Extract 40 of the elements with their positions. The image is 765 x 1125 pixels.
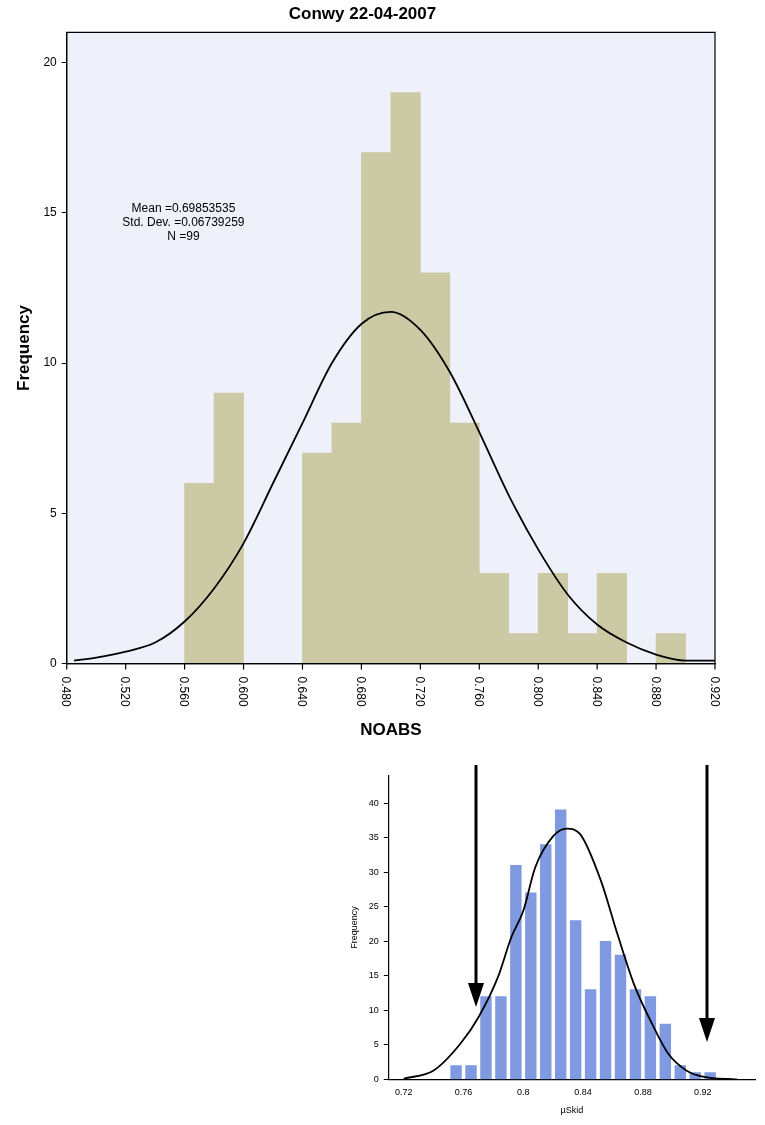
x-tick-label: 0.600 [236, 676, 251, 707]
y-axis-title: Frequency [13, 304, 33, 391]
annotation: Std. Dev. =0.06739259 [122, 215, 245, 230]
y-tick-label: 10 [43, 355, 58, 370]
y-tick-label: 20 [43, 54, 58, 69]
x-axis-title: µSkid [560, 1105, 584, 1116]
y-tick-label: 25 [368, 901, 379, 912]
x-tick-label: 0.640 [294, 676, 309, 707]
annotation: N =99 [167, 229, 200, 244]
y-tick-label: 15 [43, 205, 58, 220]
y-tick-label: 10 [368, 1004, 379, 1015]
y-tick-label: 30 [368, 866, 379, 877]
x-tick-label: 0.84 [574, 1087, 592, 1098]
x-tick-label: 0.72 [394, 1087, 413, 1098]
x-tick-label: 0.840 [589, 676, 604, 707]
y-axis-title: Frequency [348, 905, 359, 949]
x-tick-label: 0.760 [471, 676, 486, 707]
x-tick-label: 0.920 [707, 676, 722, 707]
y-tick-label: 5 [50, 505, 58, 520]
y-tick-label: 5 [373, 1039, 379, 1050]
x-tick-label: 0.88 [634, 1087, 652, 1098]
x-tick-label: 0.480 [59, 676, 74, 707]
y-tick-label: 15 [368, 970, 379, 981]
x-tick-label: 0.800 [530, 676, 545, 707]
y-tick-label: 0 [373, 1073, 379, 1084]
x-tick-label: 0.76 [454, 1087, 473, 1098]
x-tick-label: 0.880 [648, 676, 663, 707]
x-tick-label: 0.560 [177, 676, 192, 707]
y-tick-label: 20 [368, 935, 379, 946]
x-tick-label: 0.720 [412, 676, 427, 707]
x-tick-label: 0.520 [118, 676, 133, 707]
x-tick-label: 0.92 [693, 1087, 712, 1098]
x-axis-title: NOABS [360, 720, 422, 740]
y-tick-label: 35 [368, 832, 379, 843]
y-tick-label: 0 [50, 655, 58, 670]
y-tick-label: 40 [368, 797, 379, 808]
x-tick-label: 0.680 [353, 676, 368, 707]
x-tick-label: 0.8 [517, 1087, 530, 1098]
chart-title: Conwy 22-04-2007 [288, 3, 437, 23]
annotation: Mean =0.69853535 [131, 201, 236, 216]
